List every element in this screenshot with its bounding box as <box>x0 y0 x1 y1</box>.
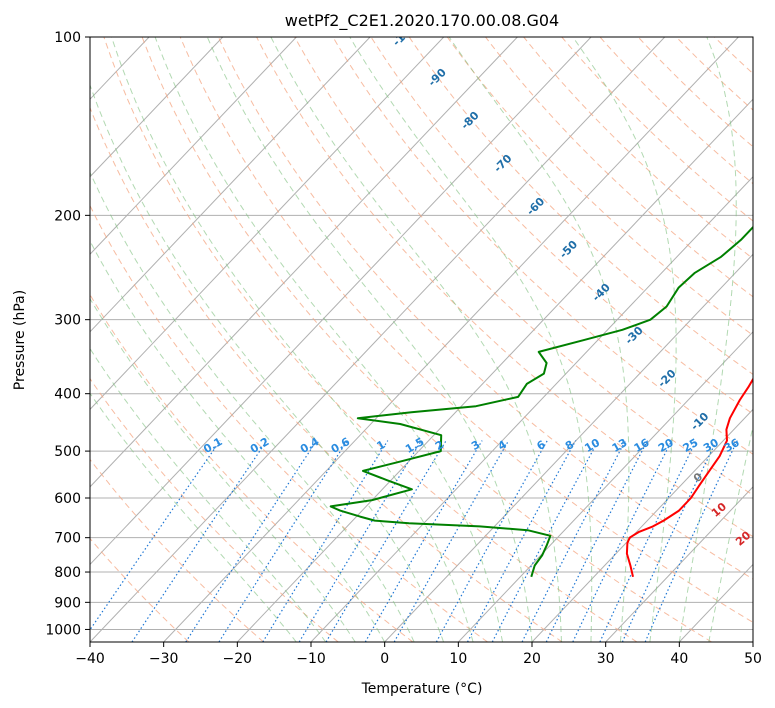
x-tick-label: 0 <box>380 651 389 667</box>
moist-adiabat-line <box>90 392 297 642</box>
isotherm-line <box>90 37 592 566</box>
dry-adiabat-line <box>599 37 753 185</box>
mixing-ratio-line <box>185 440 318 642</box>
dry-adiabat-line <box>90 458 264 642</box>
mixing-ratio-line <box>621 440 718 642</box>
y-axis-ticks: 100 200 300 400 500 600 700 800 900 1000 <box>45 30 90 638</box>
isotherm-line <box>752 641 753 642</box>
moist-adiabat-line <box>448 37 630 642</box>
isotherm-line <box>163 37 739 642</box>
x-tick-label: 50 <box>744 651 762 667</box>
x-tick-label: 30 <box>597 651 615 667</box>
dry-adiabat-line <box>370 37 753 415</box>
x-axis-ticks: −40 −30 −20 −10 0 10 20 30 40 50 <box>75 642 762 667</box>
dry-adiabat-line <box>752 37 753 39</box>
moist-adiabat-line <box>206 37 533 642</box>
moist-adiabat-line <box>90 347 327 642</box>
x-tick-label: −30 <box>149 651 179 667</box>
isotherm-line <box>90 37 371 333</box>
dewpoint-profile-line <box>329 225 753 578</box>
dry-adiabat-line <box>217 37 753 580</box>
x-tick-label: −20 <box>223 651 253 667</box>
y-tick-label: 400 <box>54 387 81 403</box>
moist-adiabat-line <box>111 37 474 642</box>
isotherm-line <box>384 253 753 642</box>
dry-adiabat-line <box>485 37 753 298</box>
isotherm-line <box>90 37 666 642</box>
x-tick-label: −10 <box>296 651 326 667</box>
isotherm-line <box>0 37 2 642</box>
y-tick-label: 900 <box>54 595 81 611</box>
dry-adiabat-line <box>90 377 339 642</box>
y-tick-label: 500 <box>54 444 81 460</box>
x-tick-label: −40 <box>75 651 105 667</box>
mixing-ratio-line <box>545 440 649 642</box>
mixing-ratio-line <box>364 440 483 642</box>
mixing-ratio-line <box>572 440 673 642</box>
plot-frame <box>89 36 754 643</box>
moist-adiabat-line <box>90 297 356 642</box>
dry-adiabat-line <box>408 37 753 375</box>
chart-title: wetPf2_C2E1.2020.170.00.08.G04 <box>285 11 559 31</box>
mixing-ratio-line <box>393 440 510 642</box>
y-tick-label: 700 <box>54 531 81 547</box>
moist-adiabat-line <box>154 37 503 642</box>
moist-adiabat-line <box>90 240 386 642</box>
moist-adiabat-line <box>572 37 677 642</box>
x-tick-label: 10 <box>449 651 467 667</box>
dry-adiabat-line <box>332 37 753 455</box>
isotherm-line <box>90 37 224 178</box>
mixing-ratio-line <box>262 440 389 642</box>
y-tick-label: 100 <box>54 30 81 46</box>
dry-adiabat-line <box>103 37 638 642</box>
x-axis-title: Temperature (°C) <box>361 681 483 697</box>
moist-adiabat-line <box>708 423 753 642</box>
adiabat-label: -100 <box>390 20 419 49</box>
isotherm-line <box>90 37 445 411</box>
moist-adiabat-line <box>349 37 593 642</box>
mixing-ratio-line <box>298 440 422 642</box>
x-tick-label: 20 <box>523 651 541 667</box>
isotherm-line <box>236 98 753 642</box>
dry-adiabat-line <box>446 37 753 336</box>
dry-adiabat-line <box>637 37 753 148</box>
dry-adiabat-line <box>90 106 563 642</box>
y-axis-title: Pressure (hPa) <box>12 290 28 390</box>
mixing-ratio-line <box>131 440 268 642</box>
dry-adiabat-line <box>141 37 712 642</box>
x-tick-label: 40 <box>670 651 688 667</box>
mixing-ratio-line <box>644 440 738 642</box>
grid-layer <box>0 37 753 642</box>
moist-adiabat-line <box>678 37 737 642</box>
y-tick-label: 1000 <box>45 622 81 638</box>
isotherm-line <box>605 486 753 642</box>
dry-adiabat-line <box>179 37 753 623</box>
isotherm-line <box>457 331 753 642</box>
moist-adiabat-line <box>270 37 562 642</box>
moist-adiabat-line <box>90 83 445 642</box>
mixing-ratio-line <box>325 440 447 642</box>
dry-adiabat-label: 30 <box>760 554 775 574</box>
mixing-ratio-line <box>466 440 577 642</box>
isotherm-line <box>90 37 518 488</box>
y-tick-label: 200 <box>54 208 81 224</box>
series-layer <box>329 225 753 578</box>
dry-adiabat-line <box>294 37 753 496</box>
mixing-ratio-line <box>435 440 548 642</box>
mixing-ratio-line <box>218 440 348 642</box>
plot-background <box>90 37 753 642</box>
y-tick-label: 300 <box>54 313 81 329</box>
dry-adiabat-line <box>90 293 414 642</box>
temperature-profile-line <box>625 377 753 578</box>
y-tick-label: 800 <box>54 565 81 581</box>
y-tick-label: 600 <box>54 491 81 507</box>
